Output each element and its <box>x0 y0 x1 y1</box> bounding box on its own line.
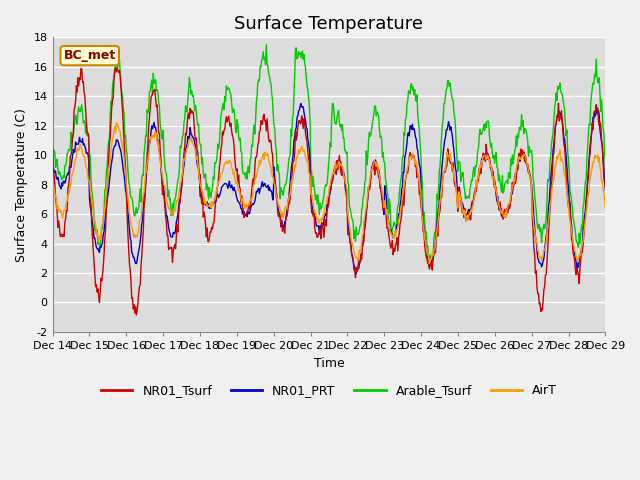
Legend: NR01_Tsurf, NR01_PRT, Arable_Tsurf, AirT: NR01_Tsurf, NR01_PRT, Arable_Tsurf, AirT <box>96 379 562 402</box>
Y-axis label: Surface Temperature (C): Surface Temperature (C) <box>15 108 28 262</box>
Text: BC_met: BC_met <box>63 49 116 62</box>
Title: Surface Temperature: Surface Temperature <box>234 15 424 33</box>
X-axis label: Time: Time <box>314 357 344 370</box>
